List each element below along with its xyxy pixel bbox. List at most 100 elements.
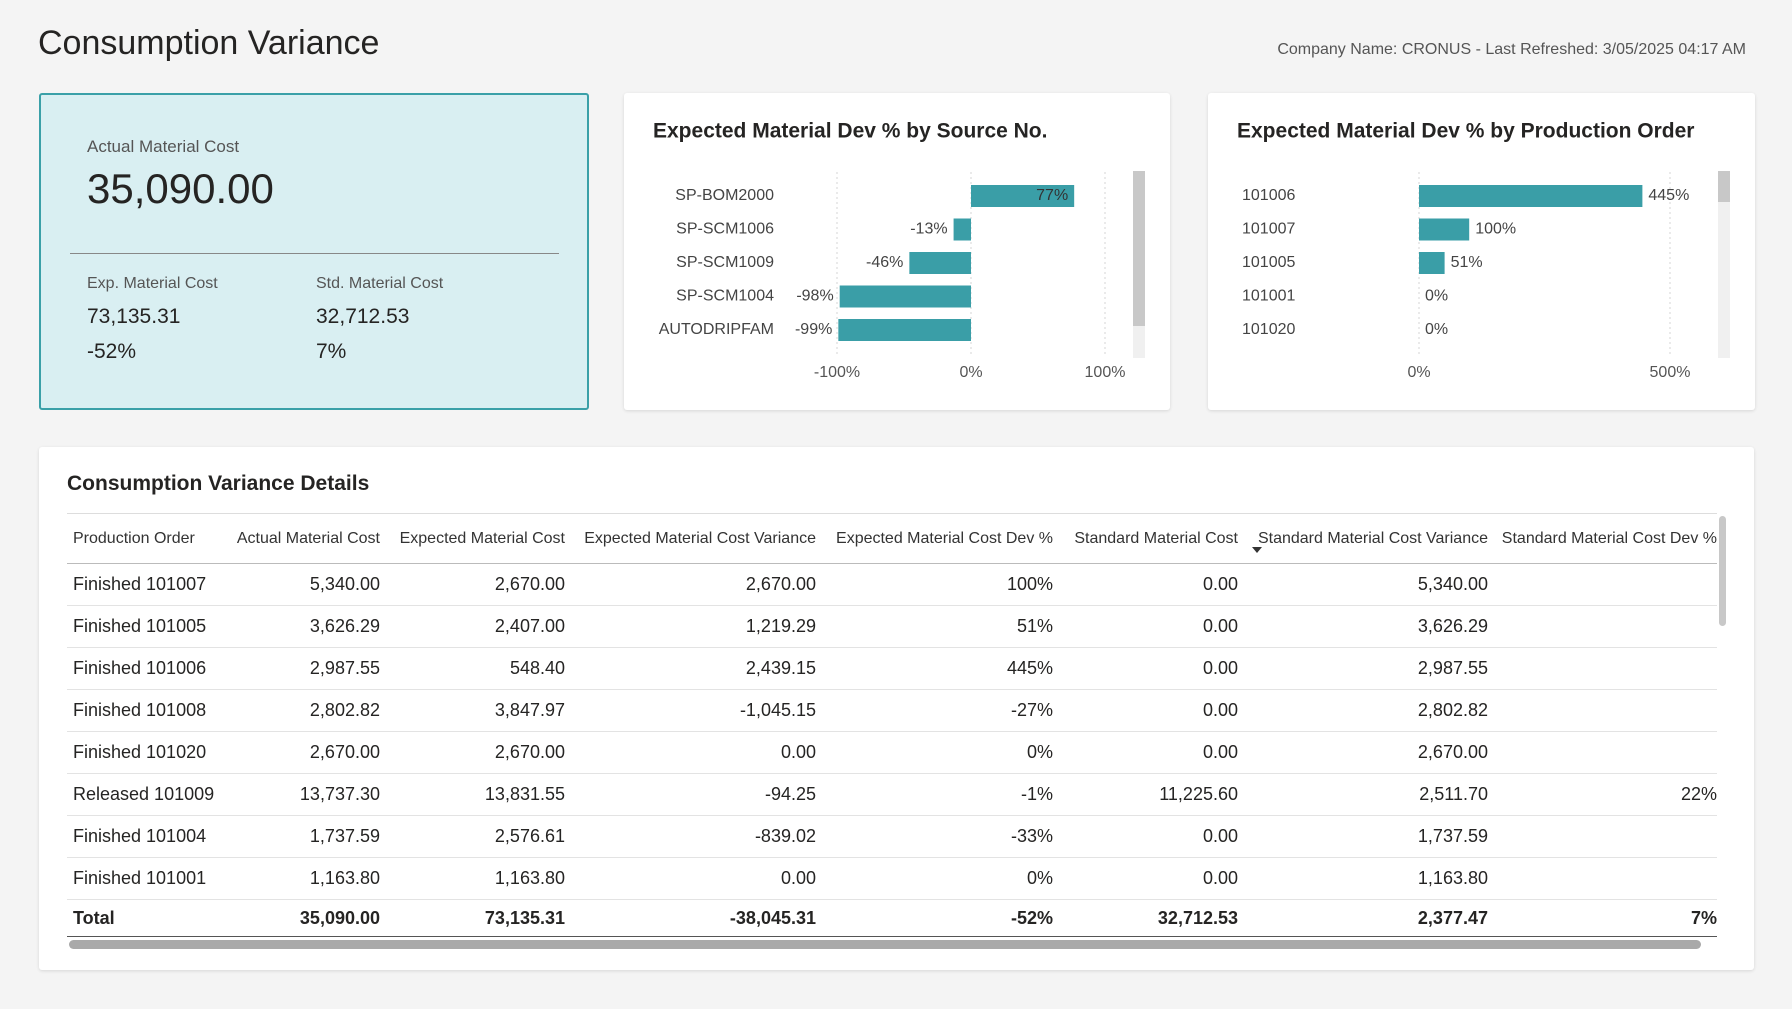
column-header[interactable]: Standard Material Cost (1059, 513, 1244, 564)
table-row: Finished 101020 2,670.00 2,670.00 0.00 0% 0.0… (67, 731, 1717, 774)
table-cell: -33% (822, 815, 1059, 858)
value-label: 100% (1475, 221, 1516, 238)
table-cell: 1,163.80 (220, 857, 386, 900)
table-cell: 2,987.55 (220, 647, 386, 690)
v-scrollbar[interactable] (1719, 516, 1726, 626)
table-row: Finished 101004 1,737.59 2,576.61 -839.02 -3… (67, 815, 1717, 858)
table-cell (1494, 857, 1717, 900)
column-header[interactable]: Actual Material Cost (220, 513, 386, 564)
x-tick-label: 500% (1650, 364, 1691, 381)
table-head: Production Order Actual Material Cost Expe… (67, 513, 1717, 564)
table-cell (1494, 815, 1717, 858)
table-cell: -27% (822, 689, 1059, 732)
page-title: Consumption Variance (38, 24, 380, 62)
table-row: Finished 101001 1,163.80 1,163.80 0.00 0% 0.0… (67, 857, 1717, 900)
card-title: Actual Material Cost (87, 137, 240, 156)
table-cell (1494, 647, 1717, 690)
table-cell (1494, 563, 1717, 606)
table-cell: 13,831.55 (386, 773, 571, 816)
table-row: Released 101009 13,737.30 13,831.55 -94.25-… (67, 773, 1717, 816)
table-cell: 3,626.29 (220, 605, 386, 648)
scrollbar-thumb[interactable] (1718, 171, 1730, 202)
category-label: SP-BOM2000 (675, 187, 774, 204)
table-cell: 11,225.60 (1059, 773, 1244, 816)
header-row: Production Order Actual Material Cost Expe… (67, 513, 1717, 564)
total-cell: 2,377.47 (1244, 899, 1494, 937)
value-label: -99% (795, 321, 832, 338)
table-cell: 2,987.55 (1244, 647, 1494, 690)
table-cell: 5,340.00 (220, 563, 386, 606)
table-title: Consumption Variance Details (67, 472, 370, 495)
value-label: 0% (1425, 321, 1448, 338)
table-cell: 2,576.61 (386, 815, 571, 858)
h-scrollbar[interactable] (69, 940, 1701, 949)
table-cell: 2,670.00 (386, 731, 571, 774)
value-label: -46% (866, 254, 903, 271)
table-cell: 0.00 (1059, 731, 1244, 774)
bar (971, 185, 1075, 207)
table-cell: 1,163.80 (1244, 857, 1494, 900)
table-cell: 1,737.59 (1244, 815, 1494, 858)
table-cell: Finished 101001 (67, 857, 220, 900)
scrollbar-track[interactable] (1718, 171, 1730, 358)
column-header[interactable]: Expected Material Cost (386, 513, 571, 564)
table-cell: Released 101009 (67, 773, 220, 816)
column-header[interactable]: Expected Material Cost Variance (571, 513, 822, 564)
category-label: 101006 (1242, 187, 1295, 204)
table-cell: 0.00 (1059, 689, 1244, 732)
chart-title: Expected Material Dev % by Source No. (653, 120, 1047, 143)
card-value: 35,090.00 (87, 165, 274, 212)
total-cell: 7% (1494, 899, 1717, 937)
table-cell: 1,737.59 (220, 815, 386, 858)
category-label: 101001 (1242, 288, 1295, 305)
total-cell: -38,045.31 (571, 899, 822, 937)
table-cell: 0.00 (571, 857, 822, 900)
category-label: 101020 (1242, 321, 1295, 338)
table-cell: Finished 101008 (67, 689, 220, 732)
total-cell: 35,090.00 (220, 899, 386, 937)
card-item-label: Exp. Material Cost (87, 275, 218, 292)
table-row: Finished 101006 2,987.55 548.40 2,439.15 445… (67, 647, 1717, 690)
table-cell (1494, 689, 1717, 732)
value-label: -98% (796, 288, 833, 305)
bar (1419, 218, 1470, 241)
table-cell (1494, 731, 1717, 774)
x-tick-label: 100% (1085, 364, 1126, 381)
table-cell: Finished 101005 (67, 605, 220, 648)
column-header[interactable]: Standard Material Cost Dev % (1494, 513, 1717, 564)
table-cell: -94.25 (571, 773, 822, 816)
x-tick-label: 0% (959, 364, 982, 381)
bar (953, 218, 971, 241)
table-cell: 3,847.97 (386, 689, 571, 732)
table-cell: 1,219.29 (571, 605, 822, 648)
x-tick-label: -100% (814, 364, 860, 381)
category-label: SP-SCM1009 (676, 254, 774, 271)
table-cell: 0.00 (1059, 563, 1244, 606)
value-label: 0% (1425, 288, 1448, 305)
category-label: AUTODRIPFAM (659, 321, 774, 338)
category-label: 101005 (1242, 254, 1295, 271)
total-cell: 32,712.53 (1059, 899, 1244, 937)
card-item-label: Std. Material Cost (316, 275, 444, 292)
table-row: Finished 101007 5,340.00 2,670.00 2,670.00 1… (67, 563, 1717, 606)
category-label: SP-SCM1006 (676, 221, 774, 238)
category-label: 101007 (1242, 221, 1295, 238)
table-cell: 548.40 (386, 647, 571, 690)
total-row: Total 35,090.00 73,135.31 -38,045.31 -52% 32,… (67, 899, 1717, 937)
scrollbar-thumb[interactable] (1133, 171, 1145, 326)
sort-indicator[interactable] (1251, 546, 1263, 554)
table-cell: 100% (822, 563, 1059, 606)
table-cell: 2,511.70 (1244, 773, 1494, 816)
column-header[interactable]: Production Order (67, 513, 220, 564)
table-cell: 2,670.00 (386, 563, 571, 606)
bar (1419, 252, 1445, 274)
table-row: Finished 101008 2,802.82 3,847.97 -1,045.15… (67, 689, 1717, 732)
table-cell: -1% (822, 773, 1059, 816)
card-item-value: 32,712.53 (316, 305, 410, 328)
chart-title: Expected Material Dev % by Production Or… (1237, 120, 1694, 143)
column-header[interactable]: Standard Material Cost Variance (1244, 513, 1494, 564)
table-cell (1494, 605, 1717, 648)
card-divider (70, 253, 559, 254)
column-header[interactable]: Expected Material Cost Dev % (822, 513, 1059, 564)
